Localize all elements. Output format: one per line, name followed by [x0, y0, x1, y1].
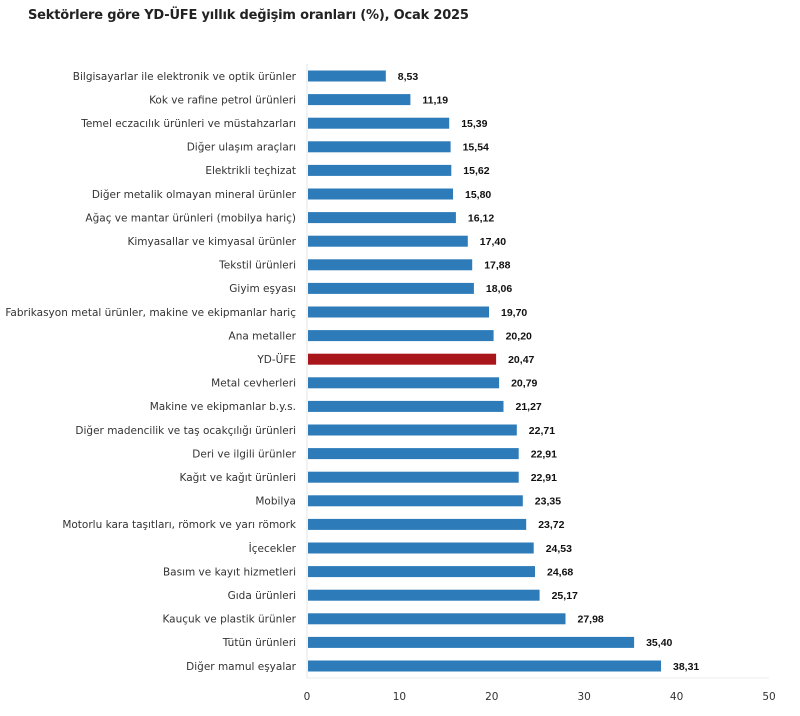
- value-label: 15,80: [465, 189, 491, 201]
- value-label: 38,31: [673, 661, 699, 673]
- bar: [308, 164, 452, 176]
- category-label: Diğer ulaşım araçları: [187, 142, 296, 154]
- category-label: YD-ÜFE: [256, 353, 296, 366]
- bar: [308, 448, 519, 460]
- category-label: Kimyasallar ve kimyasal ürünler: [127, 236, 296, 248]
- bar: [308, 613, 566, 625]
- value-label: 27,98: [578, 614, 604, 626]
- value-label: 19,70: [501, 307, 527, 319]
- x-tick-label: 10: [393, 691, 406, 703]
- value-label: 17,40: [480, 236, 506, 248]
- category-label: Diğer mamul eşyalar: [186, 661, 297, 673]
- category-label: İçecekler: [249, 542, 297, 555]
- category-label: Tekstil ürünleri: [218, 260, 296, 272]
- value-label: 18,06: [486, 283, 512, 295]
- category-label: Ana metaller: [229, 330, 297, 342]
- bar: [308, 259, 473, 271]
- category-label: Diğer metalik olmayan mineral ürünler: [92, 189, 297, 201]
- category-label: Kok ve rafine petrol ürünleri: [149, 94, 296, 106]
- category-label: Giyim eşyası: [229, 283, 296, 295]
- value-label: 25,17: [552, 590, 578, 602]
- bar: [308, 235, 468, 247]
- category-label: Bilgisayarlar ile elektronik ve optik ür…: [73, 71, 297, 83]
- x-tick-label: 0: [304, 691, 311, 703]
- category-label: Kağıt ve kağıt ürünleri: [180, 472, 296, 484]
- value-label: 23,72: [538, 519, 564, 531]
- category-label: Diğer madencilik ve taş ocakçılığı ürünl…: [75, 425, 296, 437]
- bar: [308, 377, 500, 389]
- value-label: 21,27: [516, 401, 542, 413]
- bar: [308, 589, 540, 601]
- value-label: 20,79: [511, 378, 537, 390]
- category-label: Metal cevherleri: [211, 378, 296, 390]
- bar: [308, 94, 411, 106]
- x-tick-labels-group: 0 10 20 30 40 50: [304, 691, 776, 703]
- bar: [308, 141, 451, 153]
- value-label: 22,91: [531, 448, 557, 460]
- x-tick-label: 40: [670, 691, 683, 703]
- value-label: 15,62: [463, 165, 489, 177]
- category-label: Tütün ürünleri: [222, 637, 296, 649]
- value-label: 22,71: [529, 425, 555, 437]
- bar: [308, 212, 456, 224]
- bar: [308, 282, 474, 294]
- bar: [308, 330, 494, 342]
- value-label: 16,12: [468, 212, 494, 224]
- value-label: 17,88: [484, 260, 510, 272]
- category-label: Gıda ürünleri: [228, 590, 296, 602]
- x-tick-label: 50: [762, 691, 775, 703]
- category-label: Ağaç ve mantar ürünleri (mobilya hariç): [85, 212, 296, 224]
- value-label: 20,47: [508, 354, 534, 366]
- category-labels-group: Bilgisayarlar ile elektronik ve optik ür…: [5, 71, 297, 673]
- category-label: Basım ve kayıt hizmetleri: [163, 566, 296, 578]
- bar: [308, 117, 450, 129]
- value-label: 15,39: [461, 118, 487, 130]
- bar: [308, 542, 534, 554]
- chart-title: Sektörlere göre YD-ÜFE yıllık değişim or…: [28, 8, 469, 23]
- bar: [308, 471, 519, 483]
- value-label: 20,20: [506, 330, 532, 342]
- bar: [308, 306, 489, 318]
- category-label: Deri ve ilgili ürünler: [192, 448, 296, 460]
- bar-highlight: [308, 353, 497, 365]
- category-label: Fabrikasyon metal ürünler, makine ve eki…: [5, 307, 296, 319]
- category-label: Motorlu kara taşıtları, römork ve yarı r…: [62, 519, 297, 531]
- bar: [308, 495, 523, 507]
- value-label: 8,53: [398, 71, 419, 83]
- bar: [308, 518, 527, 530]
- value-label: 15,54: [463, 142, 489, 154]
- value-label: 24,53: [546, 543, 572, 555]
- category-label: Elektrikli teçhizat: [205, 165, 296, 177]
- axis-group: [306, 64, 769, 679]
- value-label: 22,91: [531, 472, 557, 484]
- bar: [308, 660, 661, 672]
- bar: [308, 400, 504, 412]
- bars-group: [308, 70, 661, 672]
- category-label: Kauçuk ve plastik ürünler: [162, 614, 296, 626]
- value-label: 35,40: [646, 637, 672, 649]
- x-tick-label: 30: [578, 691, 591, 703]
- value-label: 24,68: [547, 566, 573, 578]
- category-label: Mobilya: [255, 496, 296, 508]
- bar: [308, 636, 635, 648]
- category-label: Makine ve ekipmanlar b.y.s.: [150, 401, 296, 413]
- x-tick-label: 20: [485, 691, 498, 703]
- value-label: 11,19: [422, 94, 448, 106]
- category-label: Temel eczacılık ürünleri ve müstahzarlar…: [80, 118, 296, 130]
- bar: [308, 566, 535, 578]
- bar: [308, 70, 386, 82]
- value-label: 23,35: [535, 496, 561, 508]
- bar: [308, 188, 453, 200]
- bar: [308, 424, 517, 436]
